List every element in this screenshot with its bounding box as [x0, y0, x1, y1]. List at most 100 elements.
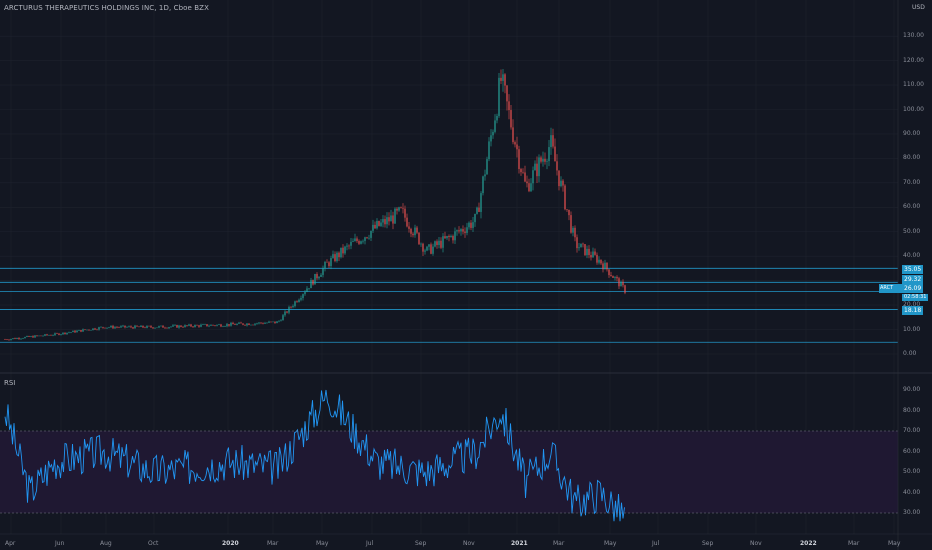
candle-body	[70, 332, 72, 333]
price-tick: 10.00	[903, 325, 921, 333]
candle-body	[50, 335, 52, 336]
candle-body	[554, 146, 556, 162]
candle-body	[150, 326, 152, 328]
candle-body	[614, 276, 616, 278]
candle-body	[284, 311, 286, 316]
candle-body	[336, 252, 338, 262]
candle-body	[350, 241, 352, 246]
candle-body	[188, 324, 190, 326]
candle-body	[352, 241, 354, 242]
candle-body	[602, 263, 604, 270]
candle-body	[524, 172, 526, 182]
candle-body	[318, 276, 320, 279]
candle-body	[396, 208, 398, 211]
candle-body	[16, 338, 18, 339]
candle-body	[206, 324, 208, 327]
candle-body	[326, 261, 328, 263]
candle-body	[208, 325, 210, 327]
horizontal-levels[interactable]	[0, 267, 898, 343]
candle-body	[90, 330, 92, 331]
candle-body	[532, 170, 534, 184]
candle-body	[64, 332, 66, 335]
rsi-tick: 60.00	[903, 447, 921, 455]
candle-body	[146, 325, 148, 328]
candle-body	[428, 244, 430, 247]
candle-body	[246, 323, 248, 326]
time-tick: 2020	[222, 540, 239, 547]
candle-body	[364, 237, 366, 241]
candle-body	[120, 326, 122, 328]
candle-body	[256, 323, 258, 324]
candle-body	[442, 236, 444, 248]
candle-body	[102, 326, 104, 328]
candle-body	[470, 222, 472, 228]
candle-body	[490, 135, 492, 142]
candle-body	[466, 227, 468, 233]
candle-body	[276, 321, 278, 324]
candle-body	[570, 215, 572, 233]
last-price-tag: 26.09	[902, 284, 924, 293]
time-tick: May	[604, 540, 617, 547]
rsi-tick: 50.00	[903, 468, 921, 475]
candle-body	[568, 209, 570, 216]
candle-body	[106, 327, 108, 329]
candle-body	[502, 74, 504, 81]
candle-body	[218, 324, 220, 326]
candle-body	[486, 159, 488, 175]
candle-body	[500, 77, 502, 81]
candle-body	[228, 324, 230, 326]
candle-body	[362, 240, 364, 242]
candle-body	[104, 327, 106, 329]
candle-body	[196, 324, 198, 326]
candle-body	[562, 180, 564, 186]
candle-body	[76, 330, 78, 333]
candle-body	[540, 157, 542, 162]
candle-body	[462, 229, 464, 232]
candle-body	[620, 281, 622, 287]
countdown-tag: 02:58:31	[902, 294, 929, 301]
candle-body	[338, 252, 340, 258]
candle-body	[152, 327, 154, 329]
candle-body	[574, 227, 576, 238]
candle-body	[436, 241, 438, 246]
candle-body	[212, 324, 214, 326]
candle-body	[334, 254, 336, 262]
candle-body	[286, 311, 288, 313]
candle-body	[24, 336, 26, 339]
candle-body	[560, 180, 562, 187]
candle-body	[186, 325, 188, 326]
candle-body	[346, 245, 348, 247]
candle-body	[378, 221, 380, 226]
candle-body	[388, 217, 390, 222]
candle-body	[56, 333, 58, 334]
candle-body	[94, 328, 96, 330]
currency-label: USD	[912, 4, 925, 11]
candle-body	[162, 325, 164, 328]
candle-body	[52, 335, 54, 336]
candle-body	[148, 325, 150, 327]
candle-body	[130, 326, 132, 328]
candle-body	[344, 246, 346, 254]
level-tag-35: 35.05	[902, 265, 924, 274]
candle-body	[536, 163, 538, 177]
candle-body	[116, 327, 118, 328]
candle-body	[280, 320, 282, 321]
candle-body	[298, 299, 300, 302]
candle-body	[260, 322, 262, 324]
candle-body	[268, 321, 270, 323]
candle-body	[342, 247, 344, 254]
candle-body	[578, 247, 580, 249]
candle-body	[308, 288, 310, 289]
candle-body	[622, 281, 624, 286]
candle-body	[44, 334, 46, 336]
candle-body	[204, 324, 206, 325]
time-tick: Sep	[702, 540, 714, 547]
candle-body	[100, 326, 102, 328]
candle-body	[258, 322, 260, 324]
candle-body	[394, 208, 396, 224]
candle-body	[26, 336, 28, 337]
candle-body	[302, 294, 304, 299]
candle-body	[238, 322, 240, 324]
candle-body	[624, 285, 626, 293]
